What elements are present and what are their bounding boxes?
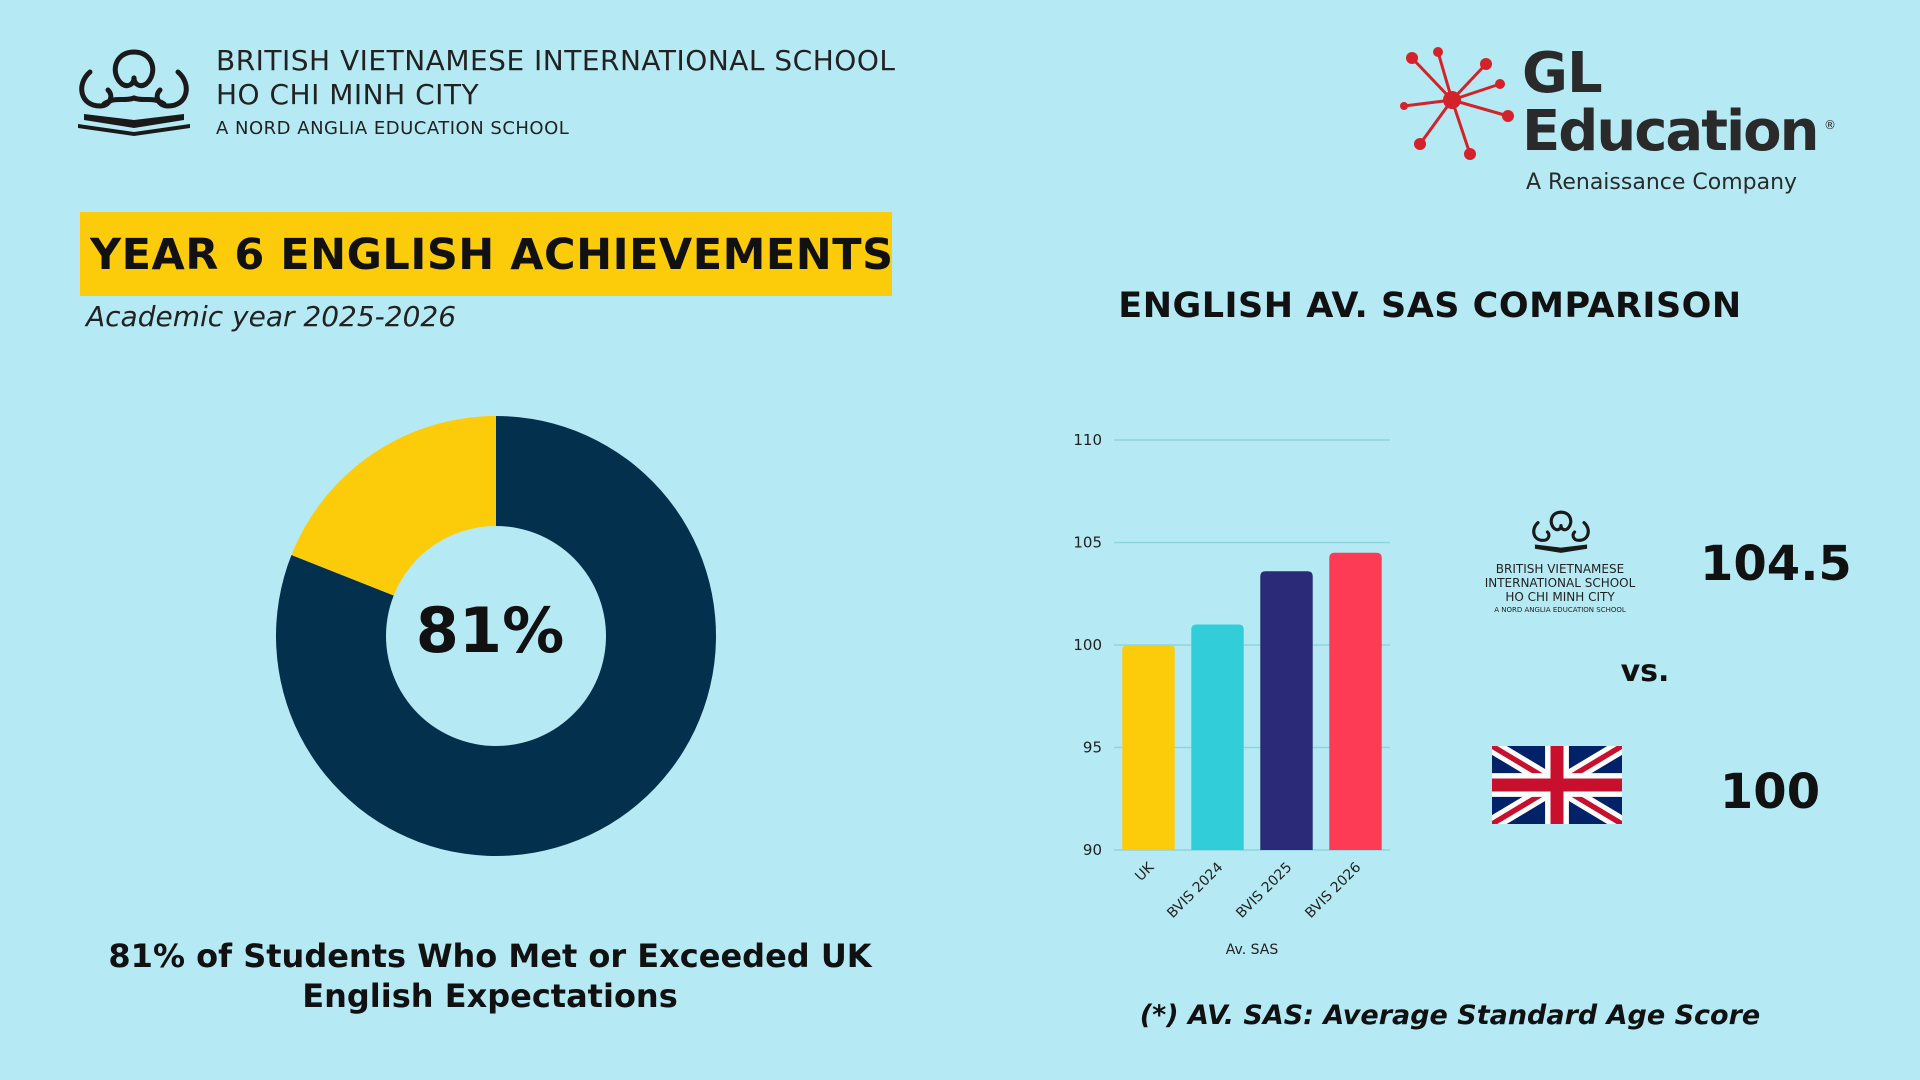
- donut-chart: [276, 416, 716, 856]
- school-name-line1: BRITISH VIETNAMESE INTERNATIONAL SCHOOL: [216, 44, 896, 77]
- donut-caption-line1: 81% of Students Who Met or Exceeded UK: [108, 937, 872, 975]
- uk-score: 100: [1719, 764, 1821, 820]
- y-tick-label: 95: [1083, 739, 1102, 757]
- versus-label: vs.: [1620, 654, 1670, 689]
- y-tick-label: 110: [1073, 431, 1102, 449]
- donut-slice: [276, 416, 716, 856]
- x-axis-label: Av. SAS: [1226, 942, 1279, 958]
- bar: [1191, 624, 1244, 850]
- donut-slice: [291, 416, 496, 596]
- school-name-line2: HO CHI MINH CITY: [216, 78, 480, 111]
- bvis-score: 104.5: [1700, 536, 1852, 592]
- donut-caption: 81% of Students Who Met or Exceeded UK E…: [90, 936, 890, 1016]
- bar-chart: 90 95 100 105 110 UK BVIS 2024 BVIS 2025 BVIS 20…: [1073, 431, 1390, 958]
- gl-logo-text-education: Education: [1522, 99, 1819, 164]
- bar: [1122, 645, 1175, 850]
- bar-chart-title: ENGLISH AV. SAS COMPARISON: [1118, 286, 1742, 326]
- school-crest-logo: [78, 49, 190, 136]
- gl-tagline: A Renaissance Company: [1526, 170, 1798, 195]
- comparison-school-line3: HO CHI MINH CITY: [1505, 590, 1615, 604]
- comparison-school-line2: INTERNATIONAL SCHOOL: [1484, 576, 1636, 590]
- x-tick-label: BVIS 2025: [1233, 860, 1295, 922]
- registered-mark: ®: [1824, 118, 1836, 132]
- school-crest-small-logo: [1532, 510, 1590, 553]
- academic-year: Academic year 2025-2026: [86, 300, 457, 333]
- x-tick-label: BVIS 2026: [1302, 859, 1364, 921]
- bar: [1260, 571, 1313, 850]
- title-highlight: [80, 212, 892, 296]
- footnote: (*) AV. SAS: Average Standard Age Score: [1139, 1000, 1761, 1031]
- gl-logo-text-gl: GL: [1522, 41, 1603, 106]
- comparison-school-line1: BRITISH VIETNAMESE: [1495, 562, 1625, 576]
- donut-caption-line2: English Expectations: [302, 977, 678, 1015]
- y-tick-label: 100: [1073, 636, 1102, 654]
- donut-center-label: 81%: [415, 594, 565, 667]
- uk-flag-icon: [1492, 746, 1622, 824]
- y-tick-label: 105: [1073, 534, 1102, 552]
- gl-network-icon: [1400, 47, 1514, 160]
- bar: [1329, 552, 1382, 850]
- page-title: YEAR 6 ENGLISH ACHIEVEMENTS: [90, 230, 894, 280]
- comparison-school-line4: A NORD ANGLIA EDUCATION SCHOOL: [1494, 606, 1626, 614]
- x-tick-label: UK: [1132, 859, 1158, 885]
- x-tick-label: BVIS 2024: [1164, 859, 1226, 921]
- school-affiliation: A NORD ANGLIA EDUCATION SCHOOL: [216, 118, 570, 139]
- y-tick-label: 90: [1083, 841, 1102, 859]
